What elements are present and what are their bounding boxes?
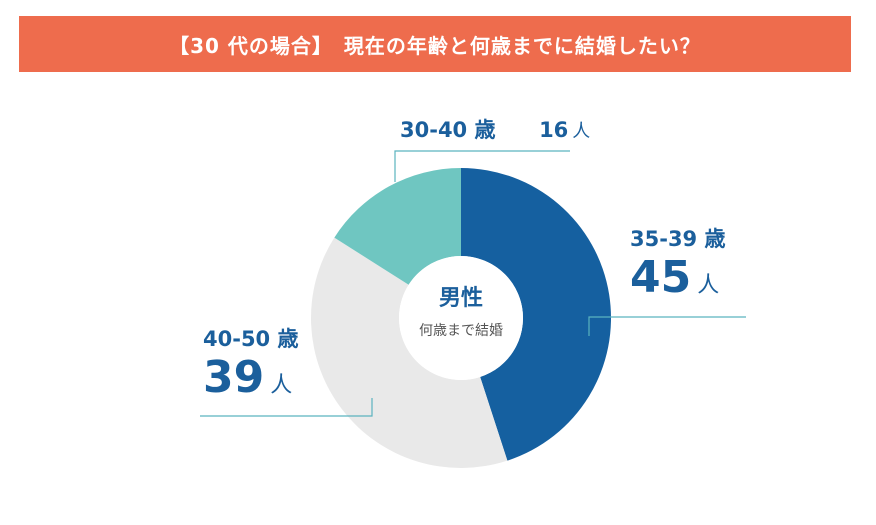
center-subtitle: 何歳まで結婚 — [419, 323, 503, 339]
slice-label-35-39: 35-39 歳 45 人 — [630, 229, 725, 300]
donut-slice-30-40 — [334, 168, 461, 285]
slice-unit-30-40: 人 — [572, 121, 591, 142]
slice-value-30-40: 16 — [539, 118, 569, 142]
center-title: 男性 — [439, 286, 483, 311]
leader-line-40-50 — [200, 398, 373, 417]
slice-range-40-50: 40-50 歳 — [203, 327, 299, 351]
slice-label-30-40: 30-40 歳 16 人 — [400, 120, 590, 141]
donut-slice-35-39 — [461, 168, 612, 461]
title-bar: 【30 代の場合】 現在の年齢と何歳までに結婚したい？ — [19, 16, 851, 72]
slice-range-30-40: 30-40 歳 — [400, 118, 496, 142]
chart-title: 【30 代の場合】 現在の年齢と何歳までに結婚したい？ — [169, 33, 701, 58]
donut-slice-40-50 — [310, 237, 508, 469]
leader-line-35-39 — [588, 316, 746, 336]
donut-slices — [310, 168, 612, 469]
slice-value-40-50: 39 — [203, 352, 265, 403]
leader-line-30-40 — [394, 150, 570, 182]
slice-unit-35-39: 人 — [697, 273, 720, 298]
donut-hole — [399, 256, 523, 380]
slice-value-35-39: 45 — [630, 252, 692, 303]
slice-range-35-39: 35-39 歳 — [630, 227, 726, 251]
slice-unit-40-50: 人 — [270, 373, 293, 398]
slice-label-40-50: 40-50 歳 39 人 — [203, 329, 298, 400]
